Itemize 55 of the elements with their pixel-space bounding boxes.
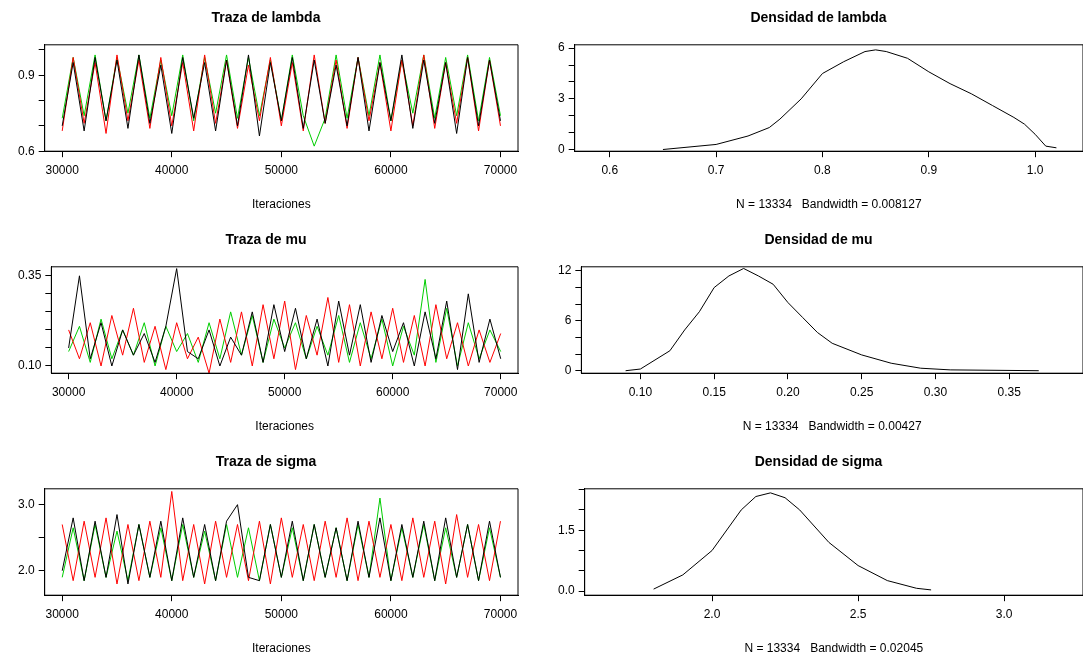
y-tick-label: 2.0: [17, 563, 35, 578]
x-tick-label: 1.0: [1026, 162, 1044, 177]
x-tick-label: 0.30: [923, 384, 948, 399]
y-tick-label: 6: [557, 40, 565, 55]
chart-title: Densidad de lambda: [750, 9, 887, 26]
x-axis-title: N = 13334 Bandwidth = 0.02045: [744, 641, 924, 656]
x-tick-label: 0.20: [776, 384, 800, 399]
x-axis-title: N = 13334 Bandwidth = 0.00427: [742, 419, 922, 434]
x-axis-title: Iteraciones: [251, 197, 311, 212]
x-tick-label: 30000: [45, 162, 80, 177]
x-tick-label: 40000: [159, 384, 194, 399]
x-tick-label: 70000: [483, 606, 518, 621]
x-tick-label: 50000: [264, 606, 299, 621]
y-tick-label: 0.35: [18, 268, 42, 283]
chart-title: Densidad de sigma: [754, 453, 883, 470]
x-tick-label: 0.10: [628, 384, 653, 399]
x-tick-label: 0.35: [997, 384, 1022, 399]
y-tick-label: 0.6: [17, 143, 35, 158]
x-tick-label: 60000: [376, 384, 410, 399]
y-tick-label: 1.5: [557, 522, 575, 537]
x-tick-label: 30000: [45, 606, 80, 621]
chart-title: Traza de sigma: [215, 453, 317, 470]
chart-title: Traza de mu: [225, 231, 307, 248]
x-tick-label: 40000: [155, 606, 189, 621]
x-tick-label: 70000: [484, 384, 518, 399]
y-tick-label: 6: [564, 313, 572, 328]
y-tick-label: 0.10: [18, 358, 42, 373]
x-tick-label: 2.0: [703, 606, 721, 621]
x-tick-label: 50000: [267, 384, 302, 399]
x-axis-title: Iteraciones: [251, 641, 311, 656]
x-tick-label: 70000: [483, 162, 518, 177]
y-tick-label: 0.0: [557, 583, 575, 598]
y-tick-label: 3.0: [17, 496, 35, 511]
x-tick-label: 2.5: [849, 606, 867, 621]
x-tick-label: 60000: [374, 162, 408, 177]
x-tick-label: 0.8: [814, 162, 832, 177]
x-axis-title: Iteraciones: [255, 419, 315, 434]
x-axis-title: N = 13334 Bandwidth = 0.008127: [736, 197, 922, 212]
x-tick-label: 3.0: [995, 606, 1013, 621]
y-tick-label: 12: [557, 263, 572, 278]
y-tick-label: 0: [564, 363, 572, 378]
x-tick-label: 0.9: [920, 162, 938, 177]
x-tick-label: 50000: [264, 162, 299, 177]
y-tick-label: 0.9: [17, 67, 35, 82]
chart-title: Densidad de mu: [764, 231, 873, 248]
x-tick-label: 0.15: [702, 384, 727, 399]
x-tick-label: 0.7: [707, 162, 725, 177]
x-tick-label: 0.6: [601, 162, 619, 177]
y-tick-label: 3: [557, 91, 565, 106]
x-tick-label: 40000: [155, 162, 189, 177]
x-tick-label: 0.25: [850, 384, 874, 399]
chart-title: Traza de lambda: [211, 9, 321, 26]
x-tick-label: 30000: [51, 384, 86, 399]
y-tick-label: 0: [557, 141, 565, 156]
x-tick-label: 60000: [374, 606, 408, 621]
